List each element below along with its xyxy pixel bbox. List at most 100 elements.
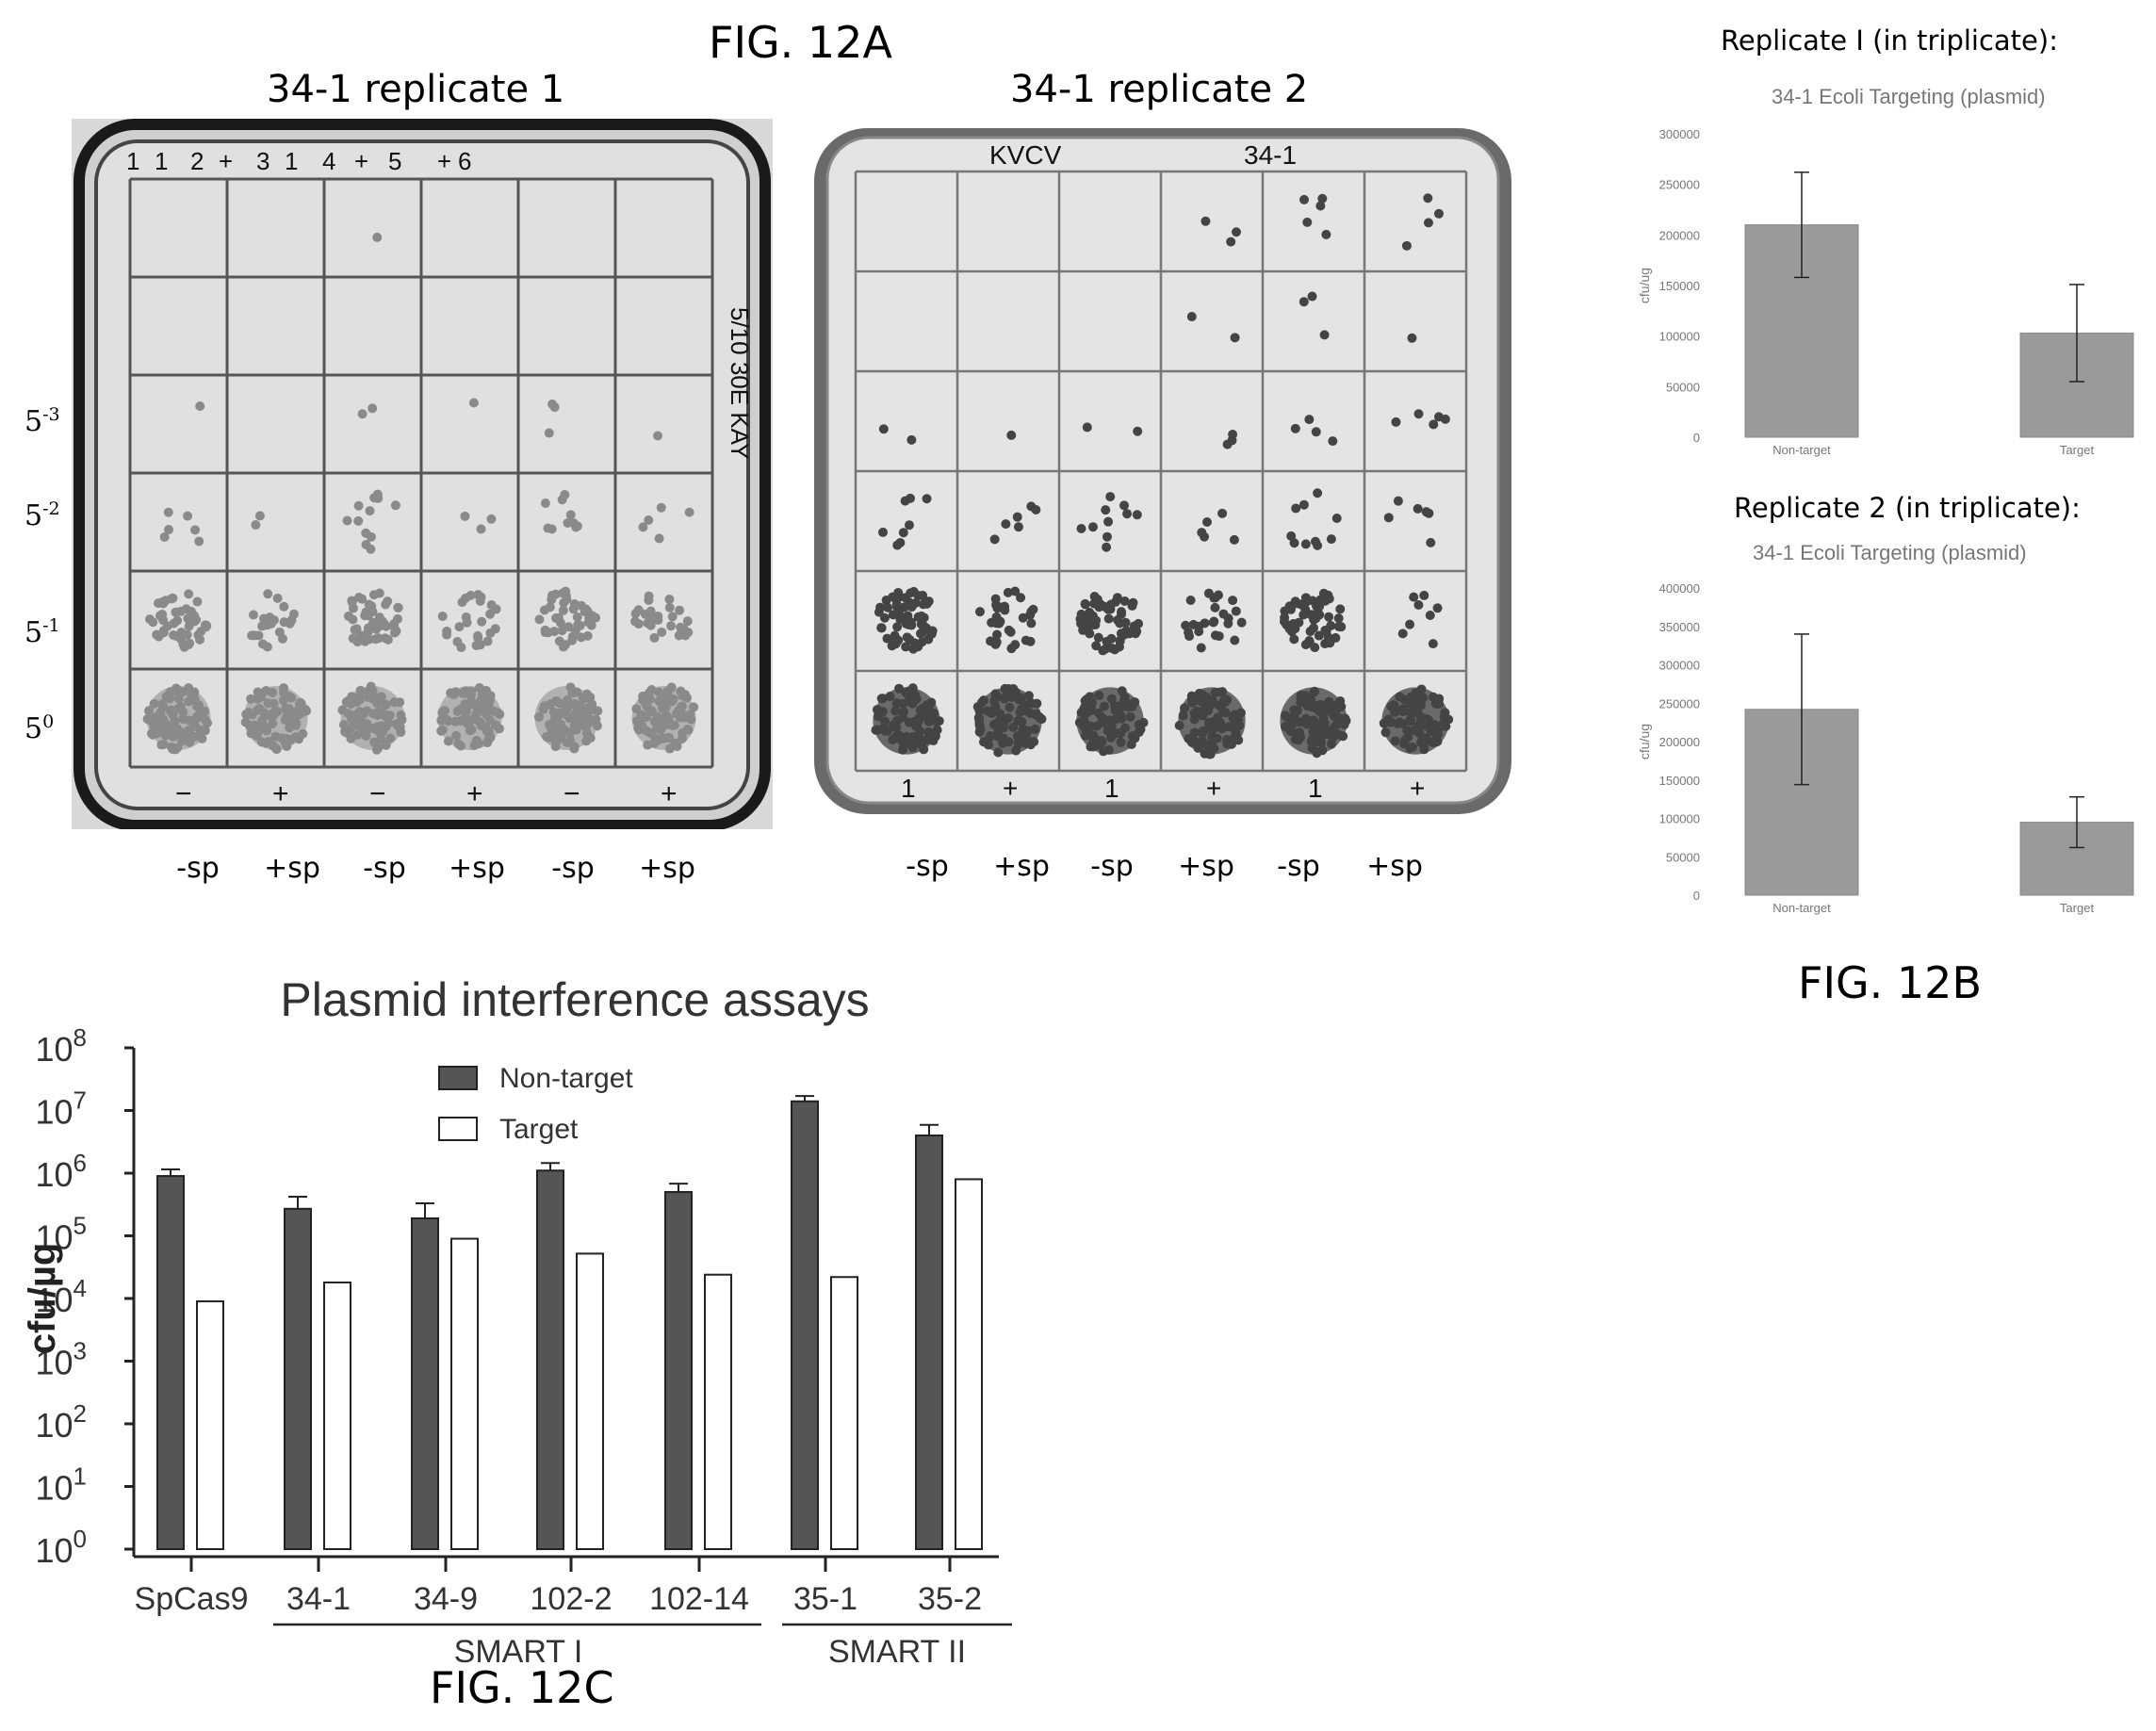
colony xyxy=(1104,722,1115,732)
colony xyxy=(165,694,175,704)
plate-mark: + xyxy=(437,147,451,175)
colony xyxy=(649,632,660,643)
colony xyxy=(163,507,173,517)
y-tick-label: 200000 xyxy=(1659,228,1700,242)
colony xyxy=(1101,644,1111,654)
colony xyxy=(1004,702,1015,712)
colony xyxy=(1328,732,1338,743)
colony xyxy=(584,702,595,712)
plate-mark: 4 xyxy=(322,147,335,175)
colony xyxy=(1419,744,1429,755)
colony xyxy=(581,728,592,739)
colony xyxy=(456,643,466,653)
colony xyxy=(1082,721,1092,731)
colony xyxy=(633,605,644,615)
y-tick-label: 150000 xyxy=(1659,279,1700,293)
y-tick-label: 107 xyxy=(35,1086,87,1132)
colony xyxy=(654,533,664,544)
colony xyxy=(990,689,1001,699)
colony xyxy=(1217,724,1227,734)
colony xyxy=(254,703,265,713)
colony xyxy=(1220,708,1231,718)
colony xyxy=(348,614,358,625)
colony xyxy=(645,620,656,630)
colony xyxy=(978,695,988,706)
colony xyxy=(974,705,985,715)
colony xyxy=(469,741,480,751)
colony xyxy=(245,720,255,730)
colony xyxy=(379,700,389,710)
colony xyxy=(1311,427,1321,437)
colony xyxy=(1304,637,1315,647)
colony xyxy=(664,602,675,612)
bar-non-target xyxy=(284,1207,312,1551)
colony xyxy=(385,733,396,743)
colony xyxy=(1084,619,1094,629)
colony xyxy=(148,617,158,628)
colony xyxy=(1218,609,1229,619)
colony xyxy=(263,710,273,720)
colony xyxy=(265,612,275,623)
colony xyxy=(561,700,571,710)
colony xyxy=(454,705,465,715)
y-tick-label: 50000 xyxy=(1666,850,1700,864)
colony xyxy=(1398,704,1409,714)
colony xyxy=(582,630,593,641)
colony xyxy=(556,719,566,729)
colony xyxy=(437,611,448,621)
colony xyxy=(1092,595,1102,605)
colony xyxy=(593,706,603,716)
colony xyxy=(572,687,582,697)
colony xyxy=(1001,519,1011,530)
colony xyxy=(1119,500,1129,511)
colony xyxy=(194,700,204,710)
colony xyxy=(1331,514,1342,524)
colony xyxy=(667,612,678,622)
colony xyxy=(1421,733,1431,743)
sp-label: +sp xyxy=(639,852,695,885)
colony xyxy=(993,747,1004,758)
sp-label: -sp xyxy=(1090,850,1134,883)
colony xyxy=(554,733,564,743)
colony xyxy=(159,532,170,543)
colony xyxy=(534,614,545,625)
colony xyxy=(880,716,890,727)
colony xyxy=(1197,528,1207,538)
colony xyxy=(634,725,645,735)
colony xyxy=(1200,216,1211,226)
colony xyxy=(366,681,376,692)
colony xyxy=(1084,699,1094,710)
colony xyxy=(1314,630,1324,641)
colony xyxy=(1105,599,1116,610)
colony xyxy=(876,623,887,633)
colony xyxy=(476,524,486,534)
plate-mark: 3 xyxy=(256,147,270,175)
colony xyxy=(1390,736,1400,746)
colony xyxy=(1018,612,1028,623)
colony xyxy=(533,711,544,722)
colony xyxy=(1413,503,1423,514)
colony xyxy=(272,707,283,717)
bar-target xyxy=(196,1300,224,1550)
colony xyxy=(1228,596,1238,606)
colony xyxy=(571,719,581,729)
colony xyxy=(1230,713,1240,724)
colony xyxy=(922,700,932,710)
bar-target xyxy=(704,1273,732,1550)
rep1-title: Replicate I (in triplicate): xyxy=(1721,24,2058,57)
colony xyxy=(885,692,895,702)
plate-handwriting: 5/10 30E KAY xyxy=(726,307,754,459)
colony xyxy=(1440,414,1450,424)
colony xyxy=(1185,595,1196,605)
colony xyxy=(1313,540,1323,550)
colony xyxy=(284,703,294,713)
colony xyxy=(890,706,901,716)
colony xyxy=(874,711,884,722)
colony xyxy=(1426,537,1436,547)
plate-handwriting: KVCV xyxy=(989,140,1062,170)
colony xyxy=(1425,611,1435,621)
colony xyxy=(277,633,287,644)
colony xyxy=(1318,713,1329,724)
x-tick-label: Target xyxy=(2060,443,2095,457)
colony xyxy=(878,424,889,434)
